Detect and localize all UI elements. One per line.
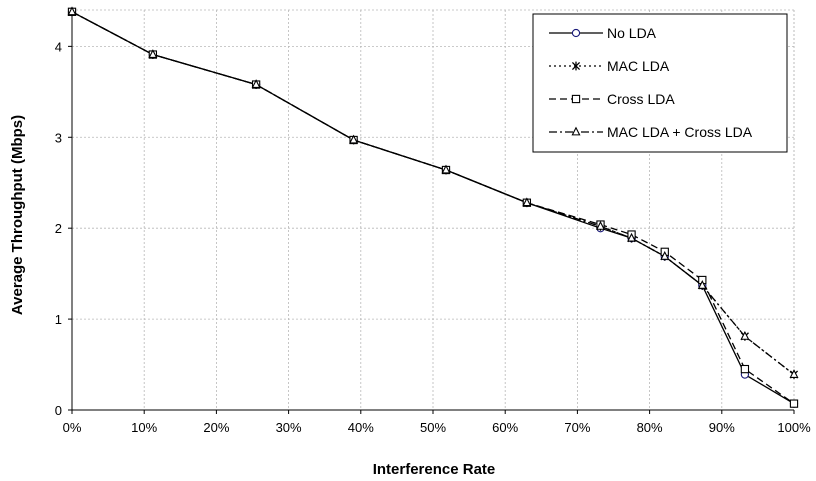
legend-label: MAC LDA — [607, 58, 670, 74]
data-point — [697, 280, 707, 289]
data-point — [349, 134, 359, 144]
x-tick-label: 20% — [203, 420, 229, 435]
data-point — [740, 330, 750, 340]
data-point — [789, 369, 799, 378]
legend-item: MAC LDA — [549, 58, 670, 74]
data-point — [740, 364, 750, 374]
x-tick-label: 40% — [348, 420, 374, 435]
data-point — [67, 6, 77, 16]
y-tick-label: 4 — [55, 39, 62, 54]
legend-marker — [571, 126, 581, 136]
data-point — [441, 164, 451, 174]
x-tick-label: 30% — [276, 420, 302, 435]
series-mac-lda-cross-lda — [71, 11, 795, 376]
x-tick-label: 100% — [777, 420, 811, 435]
series-line — [71, 11, 795, 376]
y-axis-title: Average Throughput (Mbps) — [9, 115, 26, 315]
markers-mac-lda-cross-lda — [67, 6, 799, 378]
data-point — [522, 197, 532, 207]
x-tick-label: 70% — [564, 420, 590, 435]
tick-labels: 0% 10% 20% 30% 40% 50% 60% 70% 80% 90% 100% 0 1 2 3 4 — [55, 39, 811, 435]
legend-label: MAC LDA + Cross LDA — [607, 124, 753, 140]
x-tick-label: 60% — [492, 420, 518, 435]
legend-item: MAC LDA + Cross LDA — [549, 124, 753, 140]
data-point — [627, 232, 637, 242]
legend-marker — [571, 61, 581, 71]
y-tick-label: 1 — [55, 312, 62, 327]
y-tick-label: 3 — [55, 130, 62, 145]
legend: No LDA MAC LDA Cross LDA MAC LDA + Cross LD… — [532, 13, 788, 153]
x-tick-label: 50% — [420, 420, 446, 435]
legend-label: No LDA — [607, 25, 657, 41]
data-point — [251, 79, 261, 88]
x-tick-label: 90% — [709, 420, 735, 435]
data-point — [660, 250, 670, 260]
data-point — [789, 399, 799, 408]
y-tick-label: 2 — [55, 221, 62, 236]
x-tick-label: 80% — [637, 420, 663, 435]
legend-item: Cross LDA — [549, 91, 675, 107]
y-tick-label: 0 — [55, 403, 62, 418]
x-tick-label: 0% — [63, 420, 82, 435]
legend-marker — [571, 94, 581, 104]
legend-item: No LDA — [549, 25, 657, 41]
grid-lines — [72, 9, 795, 410]
x-axis-title: Interference Rate — [373, 461, 496, 478]
legend-label: Cross LDA — [607, 91, 675, 107]
data-point — [596, 220, 606, 230]
x-tick-label: 10% — [131, 420, 157, 435]
data-point — [148, 49, 158, 58]
legend-marker — [571, 28, 581, 38]
series-group — [67, 6, 799, 408]
axes — [68, 10, 795, 414]
